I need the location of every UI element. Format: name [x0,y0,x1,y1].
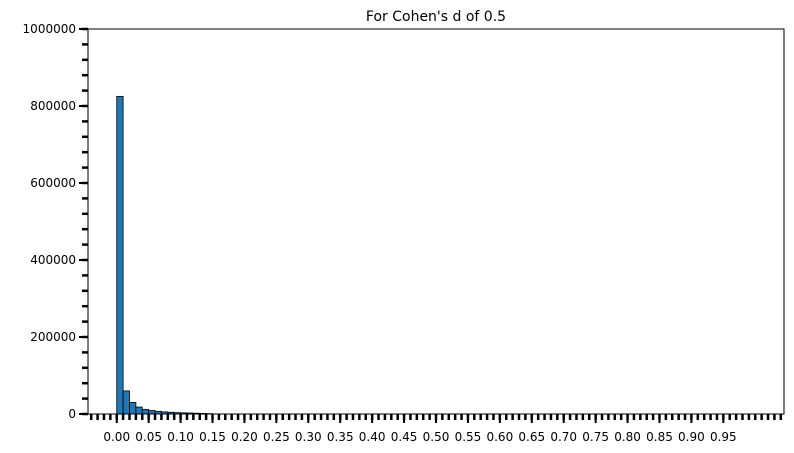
x-tick-label: 0.70 [550,430,577,444]
x-tick-label: 0.80 [614,430,641,444]
y-tick-label: 200000 [30,330,76,344]
histogram-bar [141,408,150,415]
bars-group [116,95,213,415]
x-tick-label: 0.30 [295,430,322,444]
x-tick-label: 0.25 [263,430,290,444]
x-tick-label: 0.10 [167,430,194,444]
y-tick-label: 400000 [30,253,76,267]
x-tick-label: 0.75 [582,430,609,444]
y-tick-label: 0 [68,407,76,421]
y-tick-label: 600000 [30,176,76,190]
histogram-bar [148,410,156,415]
x-tick-label: 0.00 [103,430,130,444]
histogram-bar [116,95,124,415]
x-tick-label: 0.50 [423,430,450,444]
x-tick-label: 0.65 [518,430,545,444]
y-axis: 0 200000 400000 600000 800000 1000000 [23,22,88,421]
x-tick-label: 0.05 [135,430,162,444]
x-tick-label: 0.40 [359,430,386,444]
x-tick-label: 0.55 [455,430,482,444]
x-axis: 0.00 0.05 0.10 0.15 0.20 0.25 0.30 0.35 0.40 0.45… [89,414,783,444]
chart-title: For Cohen's d of 0.5 [366,9,506,25]
histogram-bar [135,406,143,415]
x-tick-label: 0.90 [678,430,705,444]
y-tick-label: 1000000 [23,22,76,36]
x-tick-label: 0.60 [486,430,513,444]
histogram-bar [122,390,130,415]
histogram-bar [129,402,137,415]
x-tick-label: 0.85 [646,430,673,444]
x-tick-label: 0.15 [199,430,226,444]
plot-frame [87,28,785,415]
x-tick-label: 0.35 [327,430,354,444]
x-tick-label: 0.45 [391,430,418,444]
x-tick-label: 0.20 [231,430,258,444]
x-tick-label: 0.95 [710,430,737,444]
y-tick-label: 800000 [30,99,76,113]
